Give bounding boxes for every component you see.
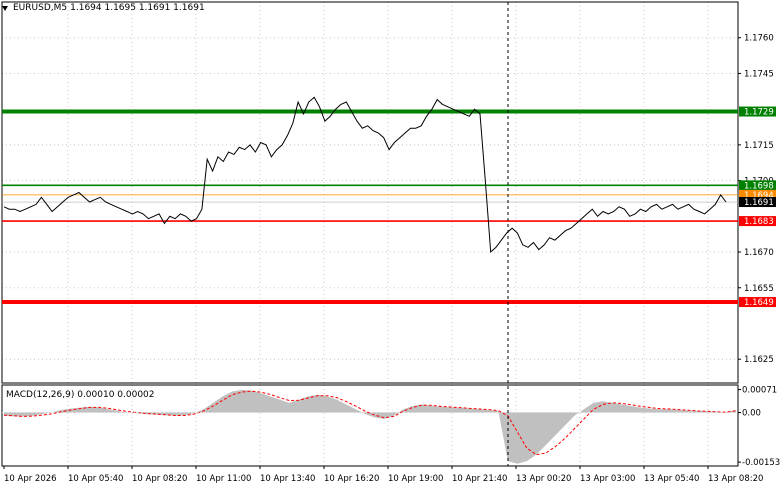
time-tick-label: 10 Apr 19:00 (388, 474, 443, 484)
time-tick-label: 10 Apr 13:40 (260, 474, 315, 484)
macd-indicator (2, 389, 738, 464)
macd-label: MACD(12,26,9) 0.00010 0.00002 (6, 390, 155, 400)
time-tick-label: 13 Apr 05:40 (644, 474, 699, 484)
time-tick-label: 10 Apr 2026 (4, 474, 57, 484)
time-tick-label: 13 Apr 03:00 (580, 474, 635, 484)
macd-panel-frame (1, 384, 739, 467)
time-axis: 10 Apr 2026 10 Apr 05:40 10 Apr 08:20 10 Ap… (3, 466, 763, 484)
macd-signal-line (3, 390, 737, 456)
level-badge-label: 1.1691 (744, 198, 774, 208)
chart-header: EURUSD,M5 1.1694 1.1695 1.1691 1.1691 (2, 3, 205, 13)
level-badge (739, 197, 776, 208)
level-badge (739, 189, 776, 200)
price-tick-label: 1.1670 (744, 248, 774, 258)
level-badge-label: 1.1649 (744, 298, 774, 308)
price-tick-label: 1.1625 (744, 355, 774, 365)
price-line (3, 96, 727, 254)
price-tick-label: 1.1745 (744, 69, 774, 79)
level-badge-label: 1.1683 (744, 217, 774, 227)
time-tick-label: 13 Apr 08:20 (708, 474, 763, 484)
chevron-down-icon[interactable] (2, 5, 8, 11)
level-badge-label: 1.1729 (744, 108, 774, 118)
level-badge (739, 180, 776, 191)
macd-tick-label: 0.00071 (742, 386, 777, 396)
main-chart-frame (1, 1, 739, 384)
time-tick-label: 10 Apr 05:40 (68, 474, 123, 484)
time-tick-label: 10 Apr 21:40 (452, 474, 507, 484)
level-badge (739, 297, 776, 308)
time-tick-label: 13 Apr 00:20 (516, 474, 571, 484)
macd-tick-label: -0.00153 (742, 458, 780, 468)
price-series (3, 96, 727, 254)
price-axis: 1.17601.17451.17151.17001.16701.16551.16… (738, 34, 776, 365)
level-lines (2, 109, 738, 305)
level-badge-label: 1.1698 (744, 181, 774, 191)
chart-grid (2, 2, 738, 466)
ohlc-values: 1.1694 1.1695 1.1691 1.1691 (70, 3, 205, 13)
macd-axis: 0.00071 0.00 -0.00153 (738, 386, 780, 468)
macd-tick-label: 0.00 (742, 409, 761, 419)
time-tick-label: 10 Apr 08:20 (132, 474, 187, 484)
level-badge (739, 106, 776, 117)
time-tick-label: 10 Apr 11:00 (196, 474, 251, 484)
time-tick-label: 10 Apr 16:20 (324, 474, 379, 484)
level-badge-label: 1.1694 (744, 191, 774, 201)
price-tick-label: 1.1760 (744, 34, 774, 44)
symbol-timeframe: EURUSD,M5 (13, 3, 68, 13)
price-tick-label: 1.1715 (744, 141, 774, 151)
price-tick-label: 1.1655 (744, 284, 774, 294)
level-badge (739, 216, 776, 227)
